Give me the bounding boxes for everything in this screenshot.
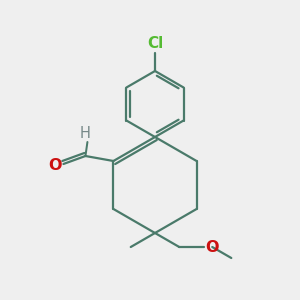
Text: Cl: Cl [147, 36, 163, 51]
Text: O: O [205, 239, 219, 254]
Text: H: H [80, 126, 91, 141]
Text: O: O [48, 158, 61, 172]
